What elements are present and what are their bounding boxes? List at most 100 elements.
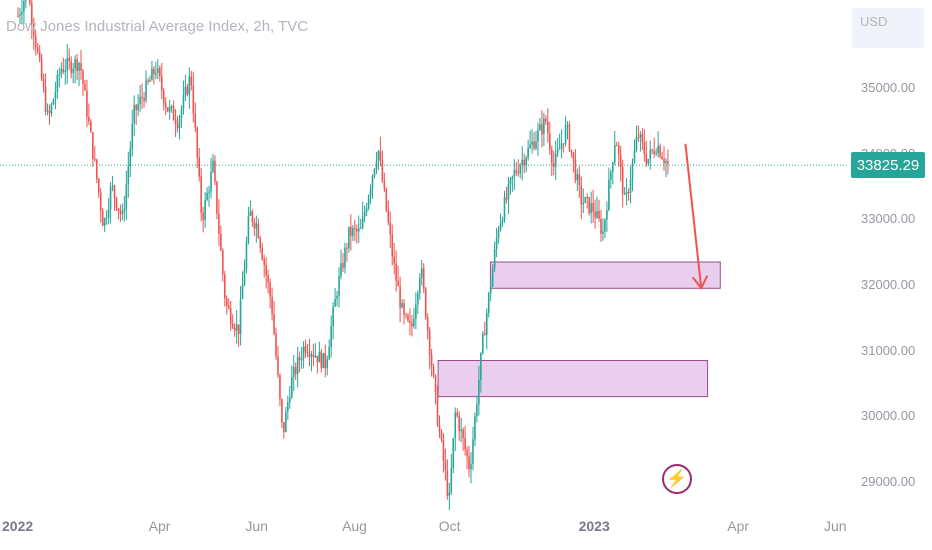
candle bbox=[206, 187, 208, 202]
candle bbox=[245, 236, 248, 274]
candle bbox=[216, 180, 218, 220]
candle bbox=[409, 308, 411, 336]
candle bbox=[316, 355, 319, 374]
candle bbox=[68, 48, 71, 70]
projection-arrow-head[interactable] bbox=[691, 275, 709, 291]
candle bbox=[501, 216, 504, 227]
candle bbox=[541, 110, 543, 148]
candle bbox=[312, 343, 315, 367]
candle bbox=[454, 407, 457, 452]
candle bbox=[507, 176, 510, 215]
candle bbox=[166, 106, 169, 113]
candle bbox=[480, 352, 482, 393]
candle bbox=[336, 290, 338, 307]
candle bbox=[74, 55, 76, 84]
time-tick-label: 2023 bbox=[578, 518, 610, 534]
candle bbox=[82, 68, 84, 97]
candle bbox=[411, 314, 413, 337]
candle bbox=[373, 168, 376, 179]
candle bbox=[558, 133, 561, 150]
candle bbox=[608, 167, 610, 212]
candle bbox=[42, 73, 45, 93]
candle bbox=[23, 0, 25, 24]
candle bbox=[580, 176, 583, 220]
candle bbox=[450, 453, 453, 496]
candle bbox=[178, 114, 181, 140]
time-tick-label: Apr bbox=[148, 518, 171, 534]
candle bbox=[489, 277, 492, 302]
candle bbox=[273, 300, 275, 336]
candle bbox=[539, 117, 541, 131]
candle bbox=[531, 129, 533, 154]
candle bbox=[194, 102, 197, 133]
candle bbox=[241, 271, 244, 300]
candle bbox=[298, 351, 301, 373]
candle bbox=[458, 411, 460, 441]
candle bbox=[428, 326, 431, 370]
support-zone-rectangle[interactable] bbox=[489, 261, 721, 289]
candle bbox=[84, 80, 86, 91]
candle bbox=[50, 102, 53, 117]
candle bbox=[487, 291, 490, 318]
candle bbox=[94, 146, 96, 162]
candle bbox=[424, 286, 427, 321]
candle bbox=[604, 218, 606, 238]
candle bbox=[271, 287, 273, 321]
candle bbox=[357, 215, 360, 243]
candle bbox=[570, 149, 573, 158]
candle bbox=[578, 166, 581, 199]
time-tick-label: Aug bbox=[342, 518, 367, 534]
candle bbox=[527, 139, 529, 161]
time-tick-label: Jun bbox=[824, 518, 847, 534]
candle bbox=[499, 213, 502, 232]
candle bbox=[265, 257, 267, 289]
candle bbox=[395, 250, 397, 292]
candle bbox=[598, 199, 600, 223]
candle bbox=[115, 196, 118, 212]
candle bbox=[348, 226, 350, 253]
candle bbox=[281, 398, 283, 428]
time-tick-label: 2022 bbox=[2, 518, 34, 534]
candle bbox=[218, 199, 220, 246]
candle bbox=[127, 151, 130, 198]
lightning-icon[interactable]: ⚡ bbox=[662, 464, 692, 494]
candle bbox=[495, 227, 498, 258]
candle bbox=[493, 241, 496, 273]
candle bbox=[239, 286, 242, 346]
candle bbox=[497, 225, 500, 244]
candle bbox=[537, 122, 539, 156]
candle bbox=[452, 437, 455, 474]
price-tick-label: 29000.00 bbox=[861, 474, 916, 489]
candle bbox=[474, 412, 476, 447]
candle bbox=[19, 8, 21, 24]
candle bbox=[352, 224, 354, 241]
candle bbox=[436, 385, 439, 427]
currency-label[interactable]: USD bbox=[852, 8, 924, 48]
candle bbox=[225, 295, 228, 315]
candle bbox=[117, 207, 120, 220]
candle bbox=[525, 155, 527, 173]
candle bbox=[617, 141, 620, 167]
candle bbox=[552, 150, 555, 176]
projection-arrow-line[interactable] bbox=[684, 143, 703, 289]
candle bbox=[135, 103, 137, 125]
candle bbox=[275, 327, 277, 360]
candle bbox=[629, 166, 632, 204]
candle bbox=[32, 17, 35, 51]
candle bbox=[220, 225, 222, 252]
candle bbox=[210, 157, 212, 199]
candle bbox=[147, 77, 149, 85]
candle bbox=[503, 190, 506, 223]
candle bbox=[521, 146, 524, 181]
candle bbox=[292, 354, 295, 392]
last-price-label: 33825.29 bbox=[851, 152, 925, 179]
candle bbox=[151, 60, 153, 81]
support-zone-rectangle[interactable] bbox=[437, 360, 709, 398]
candle bbox=[263, 254, 265, 278]
candle bbox=[46, 103, 49, 116]
candle bbox=[72, 62, 74, 84]
candle bbox=[62, 57, 65, 74]
candle bbox=[547, 108, 549, 143]
